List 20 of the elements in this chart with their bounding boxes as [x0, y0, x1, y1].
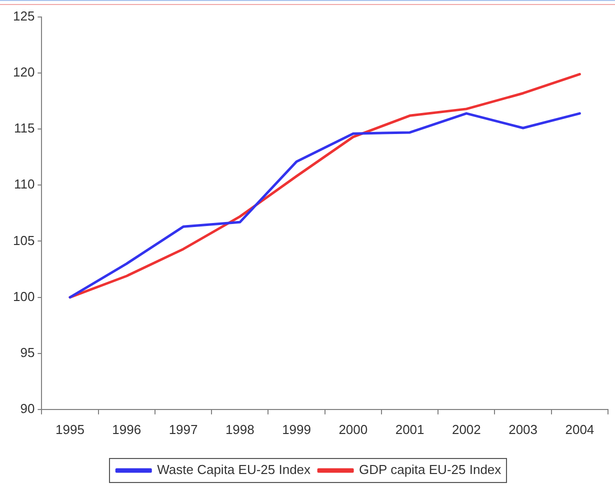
x-tick-label: 2000 — [338, 422, 368, 437]
y-tick-label: 110 — [14, 176, 35, 192]
x-tick-label: 1999 — [282, 422, 311, 437]
legend-label: GDP capita EU-25 Index — [359, 462, 502, 478]
y-tick-label: 125 — [12, 8, 35, 24]
y-tick-label: 90 — [20, 400, 35, 416]
x-tick-label: 2001 — [395, 422, 424, 437]
x-tick-label: 1998 — [225, 422, 254, 437]
x-tick-label: 1995 — [56, 422, 84, 437]
y-tick-label: 100 — [12, 288, 35, 304]
x-tick-label: 2004 — [565, 422, 594, 437]
x-tick-label: 1997 — [168, 422, 198, 437]
y-tick-label: 115 — [14, 120, 35, 136]
legend-label: Waste Capita EU-25 Index — [157, 462, 312, 478]
x-tick-label: 1996 — [112, 422, 142, 437]
y-tick-label: 120 — [12, 64, 35, 80]
x-tick-label: 2002 — [452, 422, 481, 437]
y-tick-label: 105 — [12, 232, 35, 248]
x-tick-label: 2003 — [508, 422, 538, 437]
y-tick-label: 95 — [20, 344, 35, 360]
